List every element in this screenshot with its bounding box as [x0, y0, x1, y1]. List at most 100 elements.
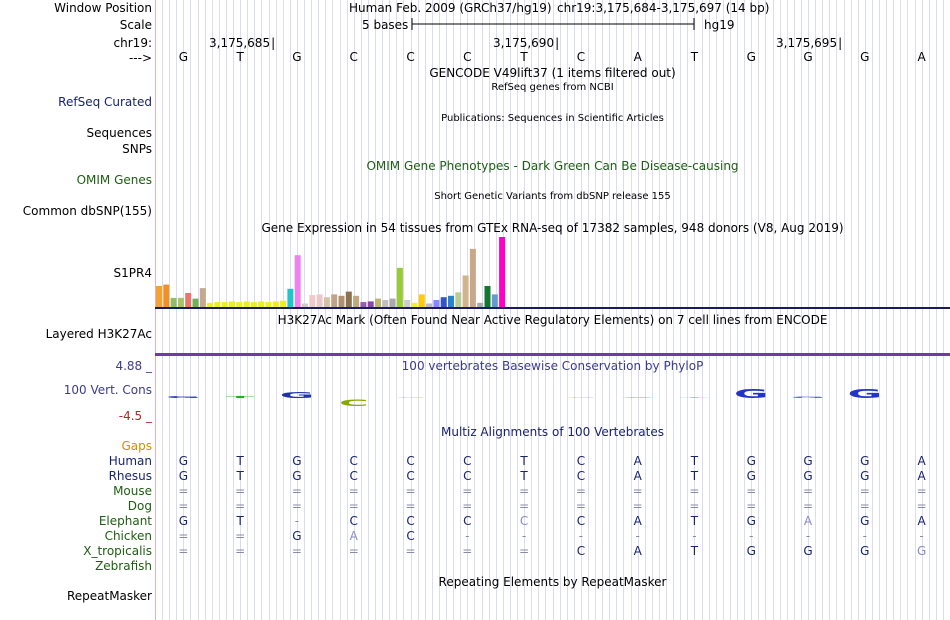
publications-track-title[interactable]: Publications: Sequences in Scientific Ar…	[441, 113, 664, 124]
gtex-tissue-bar[interactable]	[192, 298, 199, 307]
phylop-track-label[interactable]: 100 Vert. Cons	[63, 383, 152, 397]
gtex-track-title[interactable]: Gene Expression in 54 tissues from GTEx …	[261, 221, 844, 235]
species-label[interactable]: Zebrafish	[95, 559, 152, 573]
gtex-expression-bars[interactable]	[155, 236, 950, 308]
gtex-tissue-bar[interactable]	[229, 301, 235, 307]
gtex-tissue-bar[interactable]	[433, 300, 440, 307]
gtex-tissue-bar[interactable]	[484, 286, 491, 307]
repeatmasker-label[interactable]: RepeatMasker	[66, 589, 152, 603]
gtex-tissue-bar[interactable]	[170, 297, 177, 307]
common-dbsnp-label[interactable]: Common dbSNP(155)	[22, 204, 152, 218]
h3k27ac-track-title[interactable]: H3K27Ac Mark (Often Found Near Active Re…	[277, 313, 828, 327]
gtex-tissue-bar[interactable]	[287, 288, 294, 307]
gtex-tissue-bar[interactable]	[396, 267, 403, 307]
omim-track-title[interactable]: OMIM Gene Phenotypes - Dark Green Can Be…	[366, 159, 739, 173]
gtex-tissue-bar[interactable]	[426, 303, 433, 308]
gtex-tissue-bar[interactable]	[221, 302, 228, 307]
alignment-base: G	[292, 454, 302, 468]
gtex-tissue-bar[interactable]	[469, 248, 476, 307]
alignment-base: G	[916, 544, 927, 558]
gtex-tissue-bar[interactable]	[418, 294, 425, 307]
gtex-tissue-bar[interactable]	[272, 301, 279, 307]
alignment-base: T	[690, 454, 699, 468]
refseq-curated-label[interactable]: RefSeq Curated	[58, 95, 152, 109]
species-label[interactable]: Chicken	[104, 529, 152, 543]
gtex-tissue-bar[interactable]	[250, 302, 257, 307]
gtex-tissue-bar[interactable]	[316, 294, 323, 307]
gtex-tissue-bar[interactable]	[367, 301, 374, 307]
gtex-tissue-bar[interactable]	[243, 301, 250, 307]
alignment-base: A	[917, 469, 926, 483]
sequences-label[interactable]: Sequences	[86, 126, 152, 140]
phylop-min-label: -4.5 _	[118, 409, 152, 423]
gtex-tissue-bar[interactable]	[331, 294, 338, 307]
species-label[interactable]: Dog	[127, 499, 152, 513]
gtex-tissue-bar[interactable]	[280, 300, 287, 307]
phylop-logo-letter: G	[166, 396, 200, 399]
gtex-tissue-bar[interactable]	[185, 293, 192, 307]
layered-h3k27ac-label[interactable]: Layered H3K27Ac	[45, 327, 152, 341]
gtex-tissue-bar[interactable]	[309, 295, 316, 307]
gtex-tissue-bar[interactable]	[360, 302, 367, 307]
gtex-tissue-bar[interactable]	[499, 237, 506, 307]
alignment-base: =	[405, 499, 416, 513]
gtex-tissue-bar[interactable]	[338, 295, 345, 307]
gtex-tissue-bar[interactable]	[258, 301, 265, 307]
base-letter: C	[576, 50, 586, 64]
alignment-base: =	[235, 529, 246, 543]
strand-label[interactable]: --->	[128, 51, 152, 65]
species-label[interactable]: Mouse	[113, 484, 152, 498]
gtex-tissue-bar[interactable]	[323, 297, 330, 307]
window-position-label[interactable]: Window Position	[54, 1, 152, 15]
gtex-tissue-bar[interactable]	[236, 302, 243, 307]
gtex-tissue-bar[interactable]	[353, 295, 360, 307]
gtex-tissue-bar[interactable]	[462, 275, 469, 308]
alignment-base: G	[803, 469, 813, 483]
gtex-tissue-bar[interactable]	[440, 297, 447, 307]
chrom-label[interactable]: chr19:	[113, 36, 152, 50]
gtex-tissue-bar[interactable]	[199, 288, 206, 307]
gtex-tissue-bar[interactable]	[294, 255, 301, 307]
alignment-base: G	[860, 544, 870, 558]
species-label[interactable]: Human	[108, 454, 152, 468]
gtex-tissue-bar[interactable]	[382, 300, 389, 307]
scale-label[interactable]: Scale	[119, 18, 152, 32]
gtex-tissue-bar[interactable]	[411, 302, 418, 307]
species-label[interactable]: Rhesus	[108, 469, 152, 483]
phylop-max-label: 4.88 _	[115, 359, 152, 373]
gtex-tissue-bar[interactable]	[265, 302, 272, 307]
gtex-tissue-bar[interactable]	[163, 284, 170, 307]
gtex-tissue-bar[interactable]	[156, 286, 162, 307]
gaps-label[interactable]: Gaps	[121, 439, 152, 453]
gtex-tissue-bar[interactable]	[404, 300, 411, 307]
alignment-base: C	[463, 469, 472, 483]
alignment-base: =	[632, 499, 643, 513]
alignment-base: =	[462, 499, 473, 513]
gtex-tissue-bar[interactable]	[477, 302, 484, 307]
alignment-base: =	[746, 499, 757, 513]
gtex-tissue-bar[interactable]	[177, 297, 184, 307]
gtex-tissue-bar[interactable]	[207, 302, 214, 307]
gtex-tissue-bar[interactable]	[345, 291, 352, 307]
gencode-track-title[interactable]: GENCODE V49lift37 (1 items filtered out)	[429, 66, 676, 80]
phylop-conservation-logo[interactable]: G T G C C C A T G G G	[155, 378, 950, 418]
repeatmasker-track-title[interactable]: Repeating Elements by RepeatMasker	[438, 575, 667, 589]
omim-genes-label[interactable]: OMIM Genes	[76, 173, 152, 187]
species-label[interactable]: X_tropicalis	[83, 544, 152, 558]
gtex-tissue-bar[interactable]	[389, 298, 396, 307]
gtex-tissue-bar[interactable]	[455, 292, 462, 307]
gtex-tissue-bar[interactable]	[448, 295, 454, 307]
gtex-tissue-bar[interactable]	[214, 302, 221, 307]
alignment-base: =	[916, 484, 927, 498]
dbsnp-track-title[interactable]: Short Genetic Variants from dbSNP releas…	[434, 191, 671, 202]
gtex-gene-label[interactable]: S1PR4	[113, 266, 152, 280]
gtex-tissue-bar[interactable]	[302, 303, 308, 308]
species-label[interactable]: Elephant	[98, 514, 152, 528]
gtex-tissue-bar[interactable]	[491, 294, 498, 307]
refseq-track-title[interactable]: RefSeq genes from NCBI	[491, 82, 614, 93]
alignment-base: =	[803, 484, 814, 498]
snps-label[interactable]: SNPs	[122, 142, 152, 156]
phylop-track-title[interactable]: 100 vertebrates Basewise Conservation by…	[401, 359, 704, 373]
gtex-tissue-bar[interactable]	[375, 298, 381, 307]
multiz-track-title[interactable]: Multiz Alignments of 100 Vertebrates	[440, 425, 665, 439]
